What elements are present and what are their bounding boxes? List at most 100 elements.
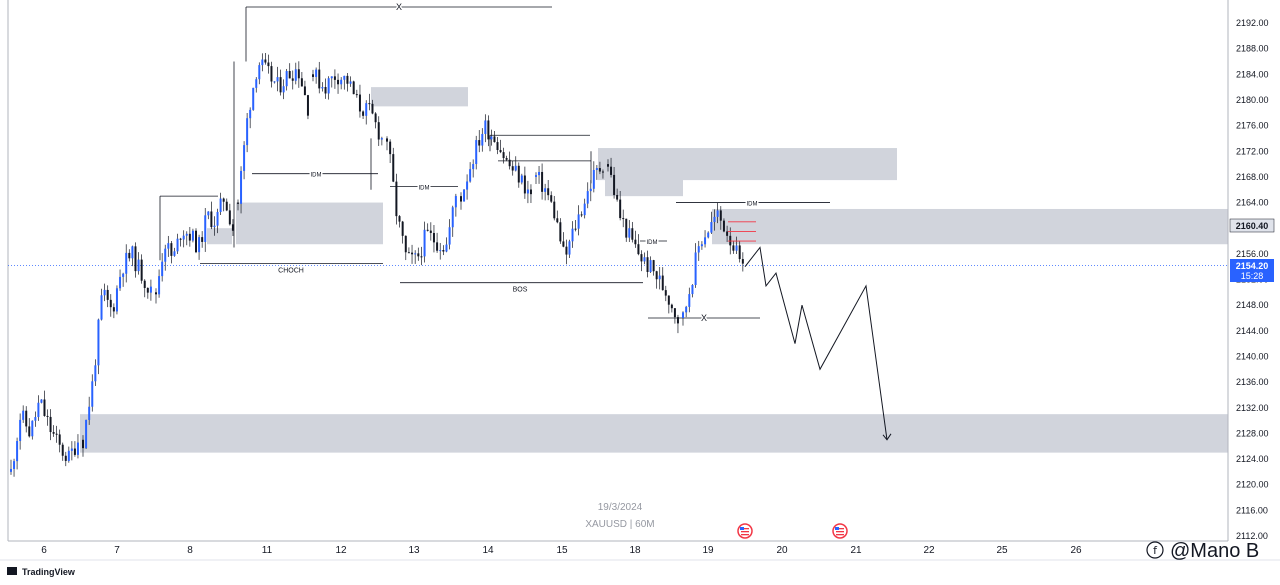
candle-body [285, 71, 288, 87]
candle-body [321, 87, 324, 89]
candle-body [125, 252, 128, 274]
projection-path [744, 246, 888, 440]
candle-body [735, 245, 738, 251]
levels-layer: CHOCH BOS IDM IDM IDM IDM X X [8, 0, 1228, 324]
candle-body [128, 252, 131, 259]
zones-layer [80, 87, 1228, 453]
candle-body [297, 69, 300, 79]
date-tick-label: 25 [996, 545, 1008, 556]
candle-body [722, 220, 725, 232]
candle-body [371, 103, 374, 114]
candle-body [143, 280, 146, 288]
svg-text:TradingView: TradingView [22, 567, 76, 577]
price-tick-label: 2128.00 [1236, 428, 1269, 438]
price-tick-label: 2184.00 [1236, 69, 1269, 79]
date-tick-label: 21 [850, 545, 862, 556]
candle-body [484, 120, 487, 134]
discount-demand-zone [80, 414, 1228, 453]
price-tick-label: 2176.00 [1236, 121, 1269, 131]
us-flag-icon[interactable] [737, 523, 753, 539]
candle-body [300, 78, 303, 87]
candle-body [282, 86, 285, 93]
candle-body [577, 214, 580, 229]
price-tick-label: 2180.00 [1236, 95, 1269, 105]
date-tick-label: 14 [482, 545, 494, 556]
candle-body [667, 295, 670, 305]
candle-body [523, 175, 526, 194]
candle-body [392, 154, 395, 182]
candle-body [658, 275, 661, 280]
candle-body [511, 166, 514, 171]
candle-body [10, 468, 12, 472]
level-label: X [396, 2, 402, 12]
candle-body [330, 76, 333, 79]
price-tick-label: 2172.00 [1236, 146, 1269, 156]
date-tick-label: 7 [114, 545, 120, 556]
candle-body [167, 243, 170, 249]
candle-body [258, 65, 261, 80]
projection-arrowhead [882, 433, 892, 441]
candle-body [213, 225, 216, 228]
date-tick-label: 18 [629, 545, 641, 556]
candle-body [337, 79, 340, 85]
candle-body [565, 246, 568, 255]
candle-body [185, 233, 188, 236]
candle-body [340, 79, 343, 85]
candle-body [673, 308, 676, 318]
candle-body [137, 259, 140, 272]
candle-body [170, 243, 173, 256]
price-tick-label: 2124.00 [1236, 454, 1269, 464]
price-tag-upper: 2160.40 [1229, 218, 1275, 233]
candle-body [173, 251, 176, 256]
candle-body [380, 138, 383, 140]
candle-body [155, 292, 157, 295]
price-tick-label: 2156.00 [1236, 249, 1269, 259]
candle-body [414, 253, 417, 255]
candle-body [716, 210, 719, 217]
candle-body [352, 81, 355, 95]
candle-body [475, 140, 478, 165]
price-tick-label: 2144.00 [1236, 326, 1269, 336]
candle-body [358, 94, 361, 112]
price-axis[interactable]: 2192.00 2188.00 2184.00 2180.00 2176.00 2172.… [1227, 0, 1269, 541]
candle-body [625, 218, 628, 238]
candle-body [613, 174, 616, 195]
candle-body [146, 287, 149, 293]
date-tick-label: 26 [1070, 545, 1082, 556]
candle-body [252, 87, 255, 110]
marks-layer [728, 221, 756, 242]
candle-body [333, 76, 336, 80]
candle-body [85, 419, 88, 449]
candle-body [231, 224, 234, 231]
candle-body [279, 77, 282, 93]
candle-body [343, 75, 346, 80]
candle-body [291, 78, 294, 81]
time-axis[interactable]: 6 7 8 11 12 13 14 15 18 19 20 21 22 25 26 [8, 540, 1228, 556]
candle-body [499, 149, 502, 153]
candle-body [704, 237, 707, 245]
candle-body [496, 142, 499, 150]
candle-body [91, 381, 94, 407]
candle-body [246, 118, 249, 146]
candle-body [201, 237, 204, 242]
candle-body [697, 246, 700, 253]
us-flag-icon[interactable] [832, 523, 848, 539]
supply-zone-small [605, 176, 683, 197]
candle-body [249, 109, 252, 119]
level-label: IDM [311, 173, 322, 179]
candle-body [255, 79, 258, 88]
candle-body [22, 410, 25, 420]
candle-body [64, 455, 67, 461]
candle-body [589, 188, 592, 192]
candle-body [562, 241, 565, 247]
candle-body [535, 175, 537, 177]
tradingview-logo[interactable]: TradingView [7, 567, 76, 577]
candle-body [423, 229, 426, 257]
candle-body [610, 166, 613, 175]
candle-body [112, 307, 115, 312]
candle-body [82, 439, 84, 449]
candle-body [637, 244, 640, 255]
candle-body [303, 86, 306, 96]
candle-body [182, 235, 185, 240]
